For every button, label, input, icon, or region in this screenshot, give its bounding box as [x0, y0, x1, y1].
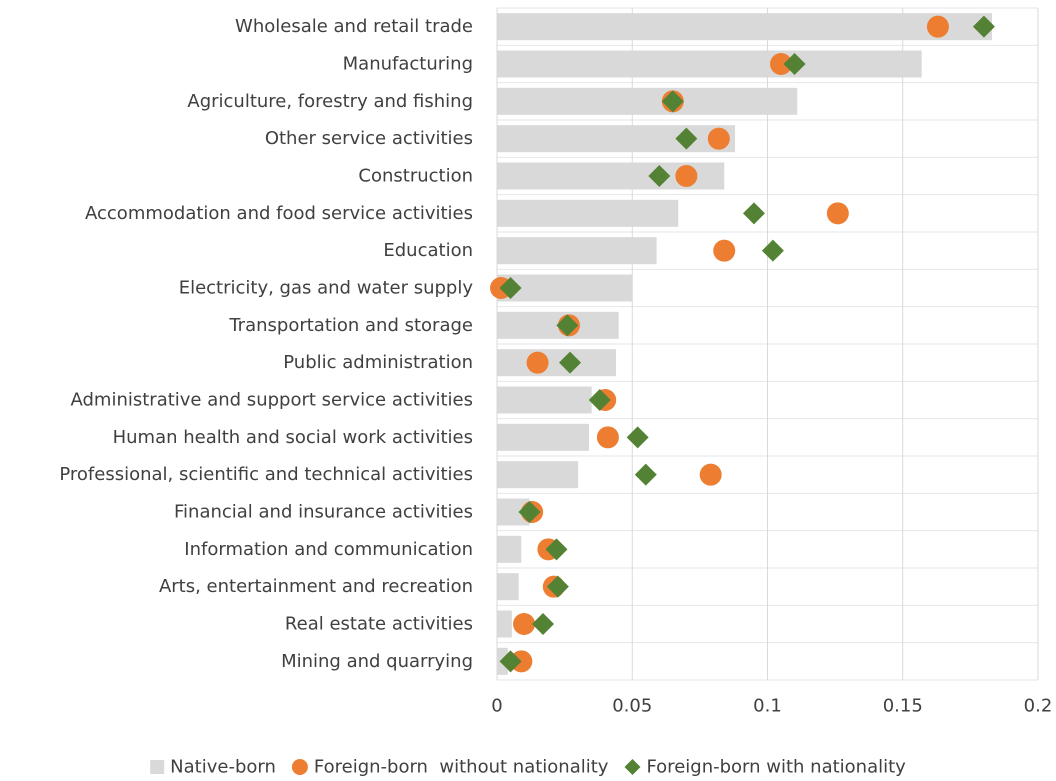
y-tick-label: Financial and insurance activities	[174, 502, 473, 523]
bar	[497, 535, 522, 563]
x-tick-label: 0	[491, 696, 502, 717]
y-tick-label: Accommodation and food service activitie…	[85, 203, 473, 224]
bar	[497, 87, 798, 115]
marker-diamond	[634, 463, 657, 486]
legend-label: Foreign-born with nationality	[646, 757, 906, 778]
marker-diamond	[559, 351, 582, 374]
marker-circle	[770, 53, 793, 75]
marker-diamond	[518, 501, 541, 523]
bar	[497, 423, 589, 451]
legend-label: Native-born	[170, 757, 276, 778]
marker-diamond	[499, 277, 522, 299]
legend-marker	[624, 759, 641, 775]
marker-diamond	[661, 90, 684, 113]
bar	[497, 50, 922, 78]
x-tick-label: 0.1	[753, 696, 782, 717]
y-tick-label: Agriculture, forestry and fishing	[187, 91, 473, 112]
marker-diamond	[626, 426, 649, 449]
bar	[497, 610, 512, 638]
x-tick-label: 0.05	[612, 696, 652, 717]
y-tick-label: Construction	[358, 166, 473, 187]
y-tick-label: Wholesale and retail trade	[235, 16, 473, 37]
y-tick-label: Arts, entertainment and recreation	[159, 576, 473, 597]
y-tick-label: Mining and quarrying	[281, 651, 473, 672]
bar	[497, 349, 617, 377]
marker-diamond	[675, 127, 698, 150]
marker-diamond	[588, 389, 611, 411]
bar	[497, 386, 592, 414]
y-tick-label: Information and communication	[184, 539, 473, 560]
marker-diamond	[783, 53, 806, 75]
y-tick-label: Transportation and storage	[228, 315, 473, 336]
bar	[497, 199, 679, 227]
y-tick-label: Administrative and support service activ…	[70, 390, 473, 411]
marker-circle	[526, 351, 549, 374]
y-tick-label: Human health and social work activities	[113, 427, 473, 448]
y-tick-label: Professional, scientific and technical a…	[59, 464, 473, 485]
marker-diamond	[531, 613, 554, 635]
marker-diamond	[499, 650, 522, 673]
bar	[497, 237, 657, 265]
y-tick-label: Electricity, gas and water supply	[179, 278, 474, 299]
marker-circle	[699, 463, 722, 486]
y-tick-label: Other service activities	[265, 128, 473, 149]
marker-circle	[513, 613, 536, 635]
marker-diamond	[972, 15, 995, 38]
marker-diamond	[742, 202, 765, 225]
marker-diamond	[546, 575, 569, 598]
y-tick-label: Manufacturing	[343, 54, 473, 75]
bar	[497, 125, 736, 153]
x-tick-label: 0.2	[1024, 696, 1053, 717]
bar	[497, 461, 579, 489]
marker-circle	[713, 239, 736, 262]
legend-marker	[291, 759, 308, 775]
legend-label: Foreign-born without nationality	[314, 757, 609, 778]
marker-circle	[596, 426, 619, 449]
y-tick-label: Education	[383, 240, 473, 261]
bar	[497, 13, 993, 41]
marker-diamond	[545, 538, 568, 561]
legend: Native-born Foreign-born without national…	[150, 757, 906, 778]
bar	[497, 573, 519, 601]
y-tick-label: Public administration	[283, 352, 473, 373]
marker-diamond	[556, 314, 579, 337]
marker-diamond	[761, 239, 784, 262]
x-tick-label: 0.15	[883, 696, 923, 717]
marker-circle	[675, 165, 698, 187]
legend-marker	[150, 760, 165, 774]
marker-circle	[707, 127, 730, 150]
y-tick-label: Real estate activities	[285, 614, 473, 635]
marker-circle	[826, 202, 849, 225]
marker-diamond	[648, 165, 671, 187]
marker-circle	[926, 15, 949, 38]
